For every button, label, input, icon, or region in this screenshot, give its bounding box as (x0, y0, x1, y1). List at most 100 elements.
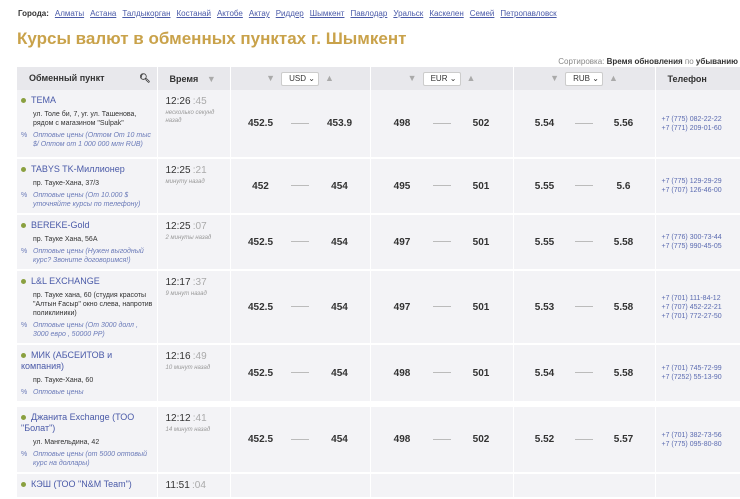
phones: +7 (701) 382-73-56+7 (775) 095-80-80 (655, 407, 740, 473)
sell-rate: 501 (459, 237, 504, 248)
city-link[interactable]: Шымкент (310, 9, 345, 18)
status-dot-icon (21, 223, 26, 228)
sort-up-icon[interactable]: ▲ (325, 73, 334, 83)
wholesale-link[interactable]: Оптовые цены (Нужен выгодный курс? Звони… (21, 247, 153, 265)
phones: +7 (775) 129-29-29+7 (707) 126-46-00 (655, 158, 740, 214)
exchange-name[interactable]: МИК (АБСЕИТОВ и компания) (21, 350, 153, 372)
dash (291, 439, 309, 440)
currency-select-usd[interactable]: USD ⌄ (281, 72, 319, 86)
table-row: МИК (АБСЕИТОВ и компания) пр. Тауке-Хана… (17, 344, 740, 402)
phones: +7 (701) 745-72-99+7 (7252) 55-13-90 (655, 344, 740, 402)
wholesale-link[interactable]: Оптовые цены (От 3000 долл , 3000 евро ,… (21, 321, 153, 339)
phone-link[interactable]: +7 (775) 095-80-80 (662, 440, 740, 449)
phone-link[interactable]: +7 (701) 111-84-12 (662, 294, 740, 303)
header-name: Обменный пункт 🔍︎ (17, 67, 157, 90)
sort-down-icon[interactable]: ▼ (408, 73, 417, 83)
wholesale-link[interactable]: Оптовые цены (Оптом От 10 тыс $/ Оптом о… (21, 131, 153, 149)
sort-up-icon[interactable]: ▲ (609, 73, 618, 83)
city-link[interactable]: Уральск (393, 9, 423, 18)
dash (433, 439, 451, 440)
exchange-name-text[interactable]: BEREKE-Gold (31, 220, 90, 230)
phone-link[interactable]: +7 (7252) 55-13-90 (662, 373, 740, 382)
rate-eur: 495 501 (370, 158, 513, 214)
header-time[interactable]: Время ▼ (157, 67, 230, 90)
sort-order[interactable]: убыванию (696, 57, 738, 66)
exchange-name[interactable]: L&L EXCHANGE (21, 276, 153, 287)
phone-link[interactable]: +7 (771) 209-01-60 (662, 124, 740, 133)
exchange-name-text[interactable]: Джанита Exchange (ТОО "Болат") (21, 412, 134, 433)
header-name-label: Обменный пункт (29, 73, 105, 83)
wholesale-link[interactable]: Оптовые цены (От 10.000 $ уточняйте курс… (21, 191, 153, 209)
exchange-name[interactable]: TABYS TK-Миллионер (21, 164, 153, 175)
sell-rate: 454 (317, 434, 362, 445)
city-link[interactable]: Петропавловск (500, 9, 556, 18)
address: ул. Мангельдина, 42 (33, 438, 153, 447)
sell-rate: 502 (459, 118, 504, 129)
exchange-name-text[interactable]: МИК (АБСЕИТОВ и компания) (21, 350, 112, 371)
city-link[interactable]: Талдыкорган (122, 9, 170, 18)
buy-rate: 452.5 (238, 118, 283, 129)
phone-link[interactable]: +7 (701) 382-73-56 (662, 431, 740, 440)
exchange-name[interactable]: Джанита Exchange (ТОО "Болат") (21, 412, 153, 434)
exchange-name-text[interactable]: TABYS TK-Миллионер (31, 164, 125, 174)
buy-rate: 452.5 (238, 434, 283, 445)
city-link[interactable]: Костанай (177, 9, 211, 18)
phone-link[interactable]: +7 (775) 129-29-29 (662, 177, 740, 186)
sell-rate: 454 (317, 237, 362, 248)
exchange-name[interactable]: КЭШ (ТОО "N&M Team") (21, 479, 153, 490)
table-row: TEMA ул. Толе би, 7, уг. ул. Ташенова, р… (17, 90, 740, 158)
dash (291, 372, 309, 373)
search-icon[interactable]: 🔍︎ (139, 73, 150, 84)
dash (575, 185, 593, 186)
phone-link[interactable]: +7 (707) 452-22-21 (662, 303, 740, 312)
cities-label: Города: (18, 9, 49, 18)
status-dot-icon (21, 482, 26, 487)
sort-field[interactable]: Время обновления (607, 57, 683, 66)
city-link[interactable]: Семей (470, 9, 495, 18)
phone-link[interactable]: +7 (701) 745-72-99 (662, 364, 740, 373)
sell-rate: 5.56 (601, 118, 646, 129)
buy-rate: 498 (380, 368, 425, 379)
sell-rate: 501 (459, 181, 504, 192)
city-link[interactable]: Алматы (55, 9, 84, 18)
table-row: BEREKE-Gold пр. Тауке Хана, 56А Оптовые … (17, 214, 740, 270)
currency-select-eur[interactable]: EUR ⌄ (423, 72, 461, 86)
city-link[interactable]: Астана (90, 9, 116, 18)
phone-link[interactable]: +7 (776) 300-73-44 (662, 233, 740, 242)
phone-link[interactable]: +7 (775) 990-45-05 (662, 242, 740, 251)
update-time: 11:51 (166, 480, 190, 491)
wholesale-link[interactable]: Оптовые цены (от 5000 оптовый курс на до… (21, 450, 153, 468)
sell-rate: 5.6 (601, 181, 646, 192)
buy-rate: 498 (380, 434, 425, 445)
dash (291, 123, 309, 124)
city-link[interactable]: Актобе (217, 9, 243, 18)
dash (433, 185, 451, 186)
city-link[interactable]: Риддер (276, 9, 304, 18)
currency-select-rub[interactable]: RUB ⌄ (565, 72, 603, 86)
city-link[interactable]: Каскелен (429, 9, 463, 18)
city-link[interactable]: Актау (249, 9, 270, 18)
sort-down-icon[interactable]: ▼ (266, 73, 275, 83)
city-link[interactable]: Павлодар (350, 9, 387, 18)
phone-link[interactable]: +7 (775) 082-22-22 (662, 115, 740, 124)
buy-rate: 495 (380, 181, 425, 192)
sort-up-icon[interactable]: ▲ (467, 73, 476, 83)
wholesale-link[interactable]: Оптовые цены (21, 388, 153, 397)
exchange-name[interactable]: BEREKE-Gold (21, 220, 153, 231)
exchange-name-text[interactable]: КЭШ (ТОО "N&M Team") (31, 479, 132, 489)
sort-down-icon[interactable]: ▼ (550, 73, 559, 83)
phone-link[interactable]: +7 (707) 126-46-00 (662, 186, 740, 195)
update-time: 12:12 (166, 413, 191, 424)
dash (575, 306, 593, 307)
table-row: TABYS TK-Миллионер пр. Тауке-Хана, 37/3 … (17, 158, 740, 214)
sort-info: Сортировка: Время обновления по убыванию (558, 57, 738, 66)
exchange-name-text[interactable]: L&L EXCHANGE (31, 276, 100, 286)
phone-link[interactable]: +7 (701) 772-27-50 (662, 312, 740, 321)
sell-rate: 502 (459, 434, 504, 445)
sort-down-icon[interactable]: ▼ (207, 74, 216, 84)
exchange-name-text[interactable]: TEMA (31, 95, 56, 105)
exchange-name[interactable]: TEMA (21, 95, 153, 106)
dash (433, 372, 451, 373)
